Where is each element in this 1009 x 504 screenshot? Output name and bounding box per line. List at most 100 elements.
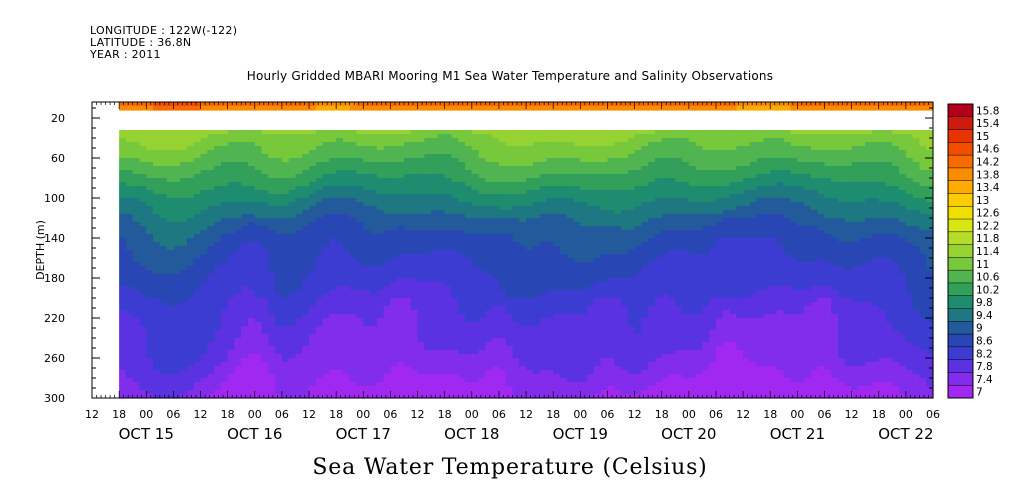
heatmap-cell: [356, 274, 364, 279]
heatmap-cell: [458, 286, 466, 291]
heatmap-cell: [268, 170, 276, 175]
heatmap-cell: [166, 258, 174, 263]
heatmap-cell: [275, 322, 283, 327]
heatmap-cell: [431, 226, 439, 231]
heatmap-cell: [193, 162, 202, 167]
heatmap-cell: [207, 158, 215, 163]
heatmap-cell: [207, 170, 215, 175]
heatmap-cell: [471, 206, 480, 211]
heatmap-cell: [241, 274, 249, 279]
heatmap-cell: [241, 222, 249, 227]
heatmap-cell: [268, 130, 276, 135]
heatmap-cell: [132, 290, 141, 295]
heatmap-cell: [444, 246, 453, 251]
heatmap-cell: [166, 134, 174, 139]
heatmap-cell: [302, 166, 310, 171]
heatmap-cell: [505, 146, 514, 151]
heatmap-cell: [268, 366, 276, 371]
heatmap-cell: [342, 382, 351, 387]
heatmap-cell: [478, 318, 486, 323]
heatmap-cell: [383, 302, 392, 307]
heatmap-cell: [241, 294, 249, 299]
heatmap-cell: [363, 306, 371, 311]
heatmap-cell: [458, 102, 466, 107]
heatmap-cell: [220, 138, 229, 143]
heatmap-cell: [119, 166, 127, 171]
heatmap-cell: [512, 342, 520, 347]
heatmap-cell: [532, 138, 541, 143]
heatmap-cell: [471, 378, 480, 383]
heatmap-cell: [465, 198, 473, 203]
heatmap-cell: [336, 242, 344, 247]
heatmap-cell: [519, 178, 527, 183]
heatmap-cell: [444, 354, 453, 359]
heatmap-cell: [336, 382, 344, 387]
heatmap-cell: [275, 138, 283, 143]
heatmap-cell: [492, 250, 500, 255]
heatmap-cell: [376, 142, 385, 147]
heatmap-cell: [539, 342, 548, 347]
heatmap-cell: [370, 326, 378, 331]
heatmap-cell: [424, 150, 432, 155]
heatmap-cell: [505, 166, 514, 171]
heatmap-cell: [214, 194, 222, 199]
heatmap-cell: [580, 362, 588, 367]
heatmap-cell: [288, 230, 297, 235]
heatmap-cell: [159, 278, 168, 283]
heatmap-cell: [132, 378, 141, 383]
heatmap-cell: [383, 358, 392, 363]
heatmap-cell: [288, 266, 297, 271]
heatmap-cell: [200, 378, 208, 383]
heatmap-cell: [471, 182, 480, 187]
heatmap-cell: [125, 250, 134, 255]
heatmap-cell: [227, 274, 236, 279]
heatmap-cell: [587, 258, 595, 263]
heatmap-cell: [593, 234, 602, 239]
heatmap-cell: [309, 146, 317, 151]
heatmap-cell: [173, 318, 181, 323]
heatmap-cell: [451, 358, 459, 363]
heatmap-cell: [288, 158, 297, 163]
heatmap-cell: [383, 366, 392, 371]
heatmap-cell: [498, 382, 507, 387]
heatmap-cell: [186, 238, 195, 243]
heatmap-cell: [573, 102, 581, 107]
heatmap-cell: [356, 182, 364, 187]
heatmap-cell: [498, 342, 507, 347]
heatmap-cell: [186, 326, 195, 331]
heatmap-cell: [580, 154, 588, 159]
heatmap-cell: [234, 378, 242, 383]
heatmap-cell: [186, 130, 195, 135]
heatmap-cell: [397, 322, 405, 327]
heatmap-cell: [146, 138, 154, 143]
heatmap-cell: [424, 290, 432, 295]
heatmap-cell: [302, 326, 310, 331]
heatmap-cell: [587, 214, 595, 219]
heatmap-cell: [465, 238, 473, 243]
heatmap-cell: [471, 246, 480, 251]
heatmap-cell: [390, 354, 398, 359]
heatmap-cell: [492, 158, 500, 163]
heatmap-cell: [146, 158, 154, 163]
heatmap-cell: [322, 346, 330, 351]
heatmap-cell: [349, 370, 358, 375]
heatmap-cell: [532, 302, 541, 307]
heatmap-cell: [593, 294, 602, 299]
heatmap-cell: [498, 106, 507, 111]
heatmap-cell: [424, 342, 432, 347]
heatmap-cell: [261, 178, 269, 183]
heatmap-cell: [207, 294, 215, 299]
heatmap-cell: [519, 386, 527, 391]
heatmap-cell: [498, 178, 507, 183]
heatmap-cell: [193, 362, 202, 367]
heatmap-cell: [437, 306, 446, 311]
heatmap-cell: [214, 134, 222, 139]
heatmap-cell: [526, 374, 534, 379]
heatmap-cell: [390, 246, 398, 251]
heatmap-cell: [403, 314, 412, 319]
heatmap-cell: [505, 194, 514, 199]
heatmap-cell: [539, 274, 548, 279]
heatmap-cell: [498, 350, 507, 355]
heatmap-cell: [498, 270, 507, 275]
heatmap-cell: [566, 262, 575, 267]
